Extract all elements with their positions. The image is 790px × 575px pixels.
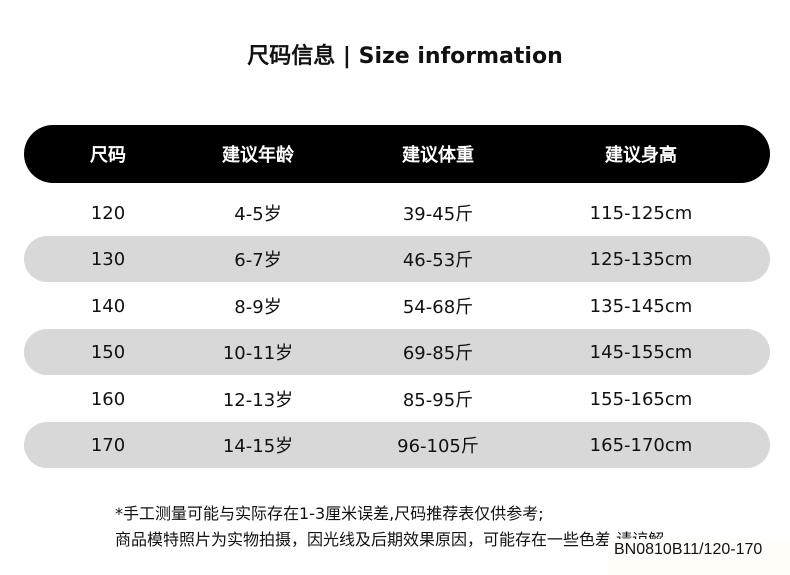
cell-weight: 85-95斤 (402, 390, 474, 411)
table-row: 170 14-15岁 96-105斤 165-170cm (24, 422, 770, 468)
cell-weight: 69-85斤 (402, 343, 474, 364)
cell-size: 130 (90, 248, 126, 270)
cell-size: 170 (90, 434, 126, 456)
table-row: 130 6-7岁 46-53斤 125-135cm (24, 236, 770, 282)
cell-height: 115-125cm (589, 202, 693, 224)
cell-height: 155-165cm (589, 388, 693, 410)
note-color: 商品模特照片为实物拍摄，因光线及后期效果原因，可能存在一些色差,请谅解 (115, 530, 665, 549)
header-size: 尺码 (90, 145, 126, 166)
cell-age: 10-11岁 (222, 343, 294, 364)
cell-age: 6-7岁 (234, 250, 282, 271)
cell-height: 165-170cm (589, 434, 693, 456)
cell-height: 145-155cm (589, 341, 693, 363)
cell-size: 150 (90, 341, 126, 363)
table-row: 150 10-11岁 69-85斤 145-155cm (24, 329, 770, 375)
page-title: 尺码信息 | Size information (247, 44, 563, 69)
cell-weight: 46-53斤 (402, 250, 474, 271)
table-header: 尺码 建议年龄 建议体重 建议身高 (24, 125, 770, 183)
cell-size: 140 (90, 295, 126, 317)
table-row: 160 12-13岁 85-95斤 155-165cm (24, 376, 770, 422)
cell-age: 8-9岁 (234, 297, 282, 318)
product-code: BN0810B11/120-170 (608, 539, 790, 575)
cell-height: 125-135cm (589, 248, 693, 270)
note-measurement: *手工测量可能与实际存在1-3厘米误差,尺码推荐表仅供参考; (115, 504, 544, 523)
cell-size: 160 (90, 388, 126, 410)
cell-age: 12-13岁 (222, 390, 294, 411)
cell-age: 4-5岁 (234, 204, 282, 225)
cell-weight: 39-45斤 (402, 204, 474, 225)
cell-weight: 96-105斤 (397, 436, 479, 457)
table-row: 120 4-5岁 39-45斤 115-125cm (24, 190, 770, 236)
table-row: 140 8-9岁 54-68斤 135-145cm (24, 283, 770, 329)
cell-weight: 54-68斤 (402, 297, 474, 318)
header-weight: 建议体重 (402, 145, 474, 166)
header-height: 建议身高 (605, 145, 677, 166)
cell-size: 120 (90, 202, 126, 224)
header-age: 建议年龄 (222, 145, 294, 166)
cell-height: 135-145cm (589, 295, 693, 317)
cell-age: 14-15岁 (222, 436, 294, 457)
